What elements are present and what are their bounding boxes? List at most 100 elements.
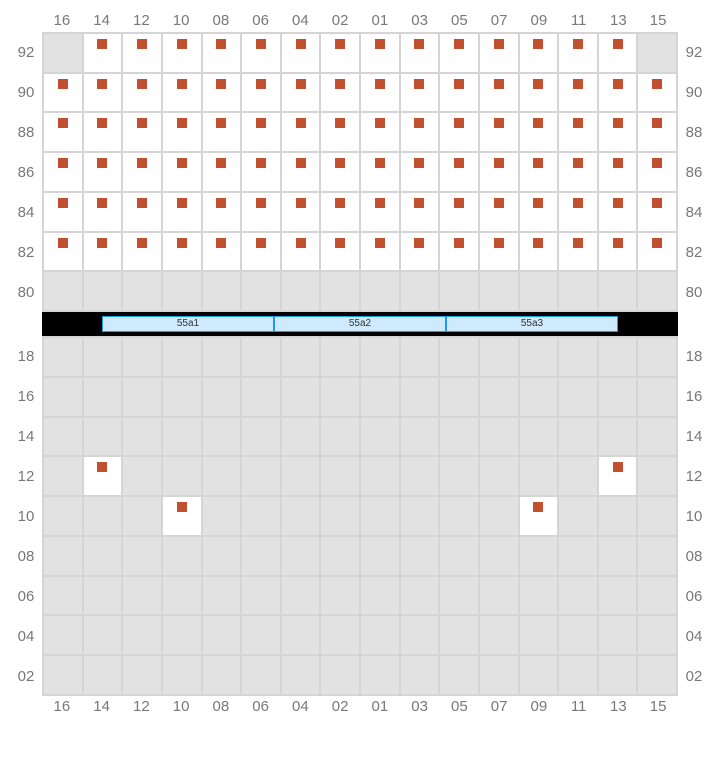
seat-cell[interactable] — [83, 152, 123, 192]
seat-cell[interactable] — [202, 232, 242, 272]
table-segment[interactable]: 55a2 — [274, 316, 446, 332]
seat-cell[interactable] — [162, 33, 202, 73]
seat-cell[interactable] — [360, 33, 400, 73]
seat-cell[interactable] — [281, 73, 321, 113]
seat-cell[interactable] — [83, 456, 123, 496]
seat-cell[interactable] — [598, 152, 638, 192]
seat-cell[interactable] — [162, 112, 202, 152]
seat-cell[interactable] — [400, 152, 440, 192]
seat-cell[interactable] — [637, 73, 677, 113]
seat-cell[interactable] — [479, 112, 519, 152]
seat-cell[interactable] — [360, 192, 400, 232]
seat-cell[interactable] — [558, 112, 598, 152]
table-segment[interactable]: 55a3 — [446, 316, 618, 332]
seat-cell[interactable] — [83, 112, 123, 152]
seat-cell[interactable] — [439, 73, 479, 113]
seat-cell[interactable] — [43, 152, 83, 192]
seat-cell[interactable] — [241, 112, 281, 152]
seat-cell[interactable] — [598, 192, 638, 232]
seat-cell[interactable] — [439, 152, 479, 192]
seat-cell[interactable] — [122, 112, 162, 152]
seat-cell[interactable] — [43, 112, 83, 152]
seat-cell[interactable] — [360, 152, 400, 192]
table-segment[interactable]: 55a1 — [102, 316, 274, 332]
seat-cell[interactable] — [519, 192, 559, 232]
seat-cell[interactable] — [519, 152, 559, 192]
seat-cell[interactable] — [241, 232, 281, 272]
seat-cell[interactable] — [519, 112, 559, 152]
seat-cell[interactable] — [558, 232, 598, 272]
seat-cell[interactable] — [122, 73, 162, 113]
seat-cell[interactable] — [400, 112, 440, 152]
seat-cell[interactable] — [400, 73, 440, 113]
seat-cell[interactable] — [122, 152, 162, 192]
seat-cell[interactable] — [360, 232, 400, 272]
seat-cell[interactable] — [519, 73, 559, 113]
seat-cell[interactable] — [519, 33, 559, 73]
seat-cell[interactable] — [598, 33, 638, 73]
seat-cell[interactable] — [43, 192, 83, 232]
seat-cell[interactable] — [598, 456, 638, 496]
seat-cell[interactable] — [400, 232, 440, 272]
seat-cell[interactable] — [43, 73, 83, 113]
seat-cell[interactable] — [281, 33, 321, 73]
seat-cell[interactable] — [598, 232, 638, 272]
seat-cell[interactable] — [83, 192, 123, 232]
seat-cell[interactable] — [558, 33, 598, 73]
seat-cell[interactable] — [637, 192, 677, 232]
seat-cell[interactable] — [360, 73, 400, 113]
seat-cell[interactable] — [439, 112, 479, 152]
seat-cell[interactable] — [281, 112, 321, 152]
seat-cell[interactable] — [519, 496, 559, 536]
seat-cell[interactable] — [162, 232, 202, 272]
seat-cell[interactable] — [162, 496, 202, 536]
seat-cell[interactable] — [202, 112, 242, 152]
seat-cell[interactable] — [281, 192, 321, 232]
seat-cell[interactable] — [439, 33, 479, 73]
seat-cell[interactable] — [598, 73, 638, 113]
seat-cell[interactable] — [479, 33, 519, 73]
seat-cell[interactable] — [320, 73, 360, 113]
seat-cell[interactable] — [558, 152, 598, 192]
seat-cell[interactable] — [241, 33, 281, 73]
seat-cell[interactable] — [558, 73, 598, 113]
seat-cell[interactable] — [320, 33, 360, 73]
seat-cell[interactable] — [281, 232, 321, 272]
seat-cell[interactable] — [320, 152, 360, 192]
seat-cell[interactable] — [122, 232, 162, 272]
seat-cell[interactable] — [281, 152, 321, 192]
seat-cell[interactable] — [241, 73, 281, 113]
seat-cell[interactable] — [83, 73, 123, 113]
seat-cell[interactable] — [122, 33, 162, 73]
seat-cell[interactable] — [637, 152, 677, 192]
seat-cell[interactable] — [43, 232, 83, 272]
seat-cell[interactable] — [320, 112, 360, 152]
seat-cell[interactable] — [400, 192, 440, 232]
seat-cell[interactable] — [479, 73, 519, 113]
seat-cell[interactable] — [202, 152, 242, 192]
seat-cell[interactable] — [400, 33, 440, 73]
seat-cell[interactable] — [598, 112, 638, 152]
seat-cell[interactable] — [360, 112, 400, 152]
seat-cell[interactable] — [637, 112, 677, 152]
seat-cell[interactable] — [320, 192, 360, 232]
seat-cell[interactable] — [202, 73, 242, 113]
seat-cell[interactable] — [558, 192, 598, 232]
seat-cell[interactable] — [479, 192, 519, 232]
seat-cell[interactable] — [479, 152, 519, 192]
seat-cell[interactable] — [83, 232, 123, 272]
seat-cell[interactable] — [241, 192, 281, 232]
seat-cell[interactable] — [162, 73, 202, 113]
seat-cell[interactable] — [202, 192, 242, 232]
seat-cell[interactable] — [241, 152, 281, 192]
seat-cell[interactable] — [122, 192, 162, 232]
seat-cell[interactable] — [162, 192, 202, 232]
seat-cell[interactable] — [162, 152, 202, 192]
seat-cell[interactable] — [439, 192, 479, 232]
seat-cell[interactable] — [637, 232, 677, 272]
seat-cell[interactable] — [439, 232, 479, 272]
seat-cell[interactable] — [83, 33, 123, 73]
seat-cell[interactable] — [479, 232, 519, 272]
seat-cell[interactable] — [519, 232, 559, 272]
seat-cell[interactable] — [202, 33, 242, 73]
